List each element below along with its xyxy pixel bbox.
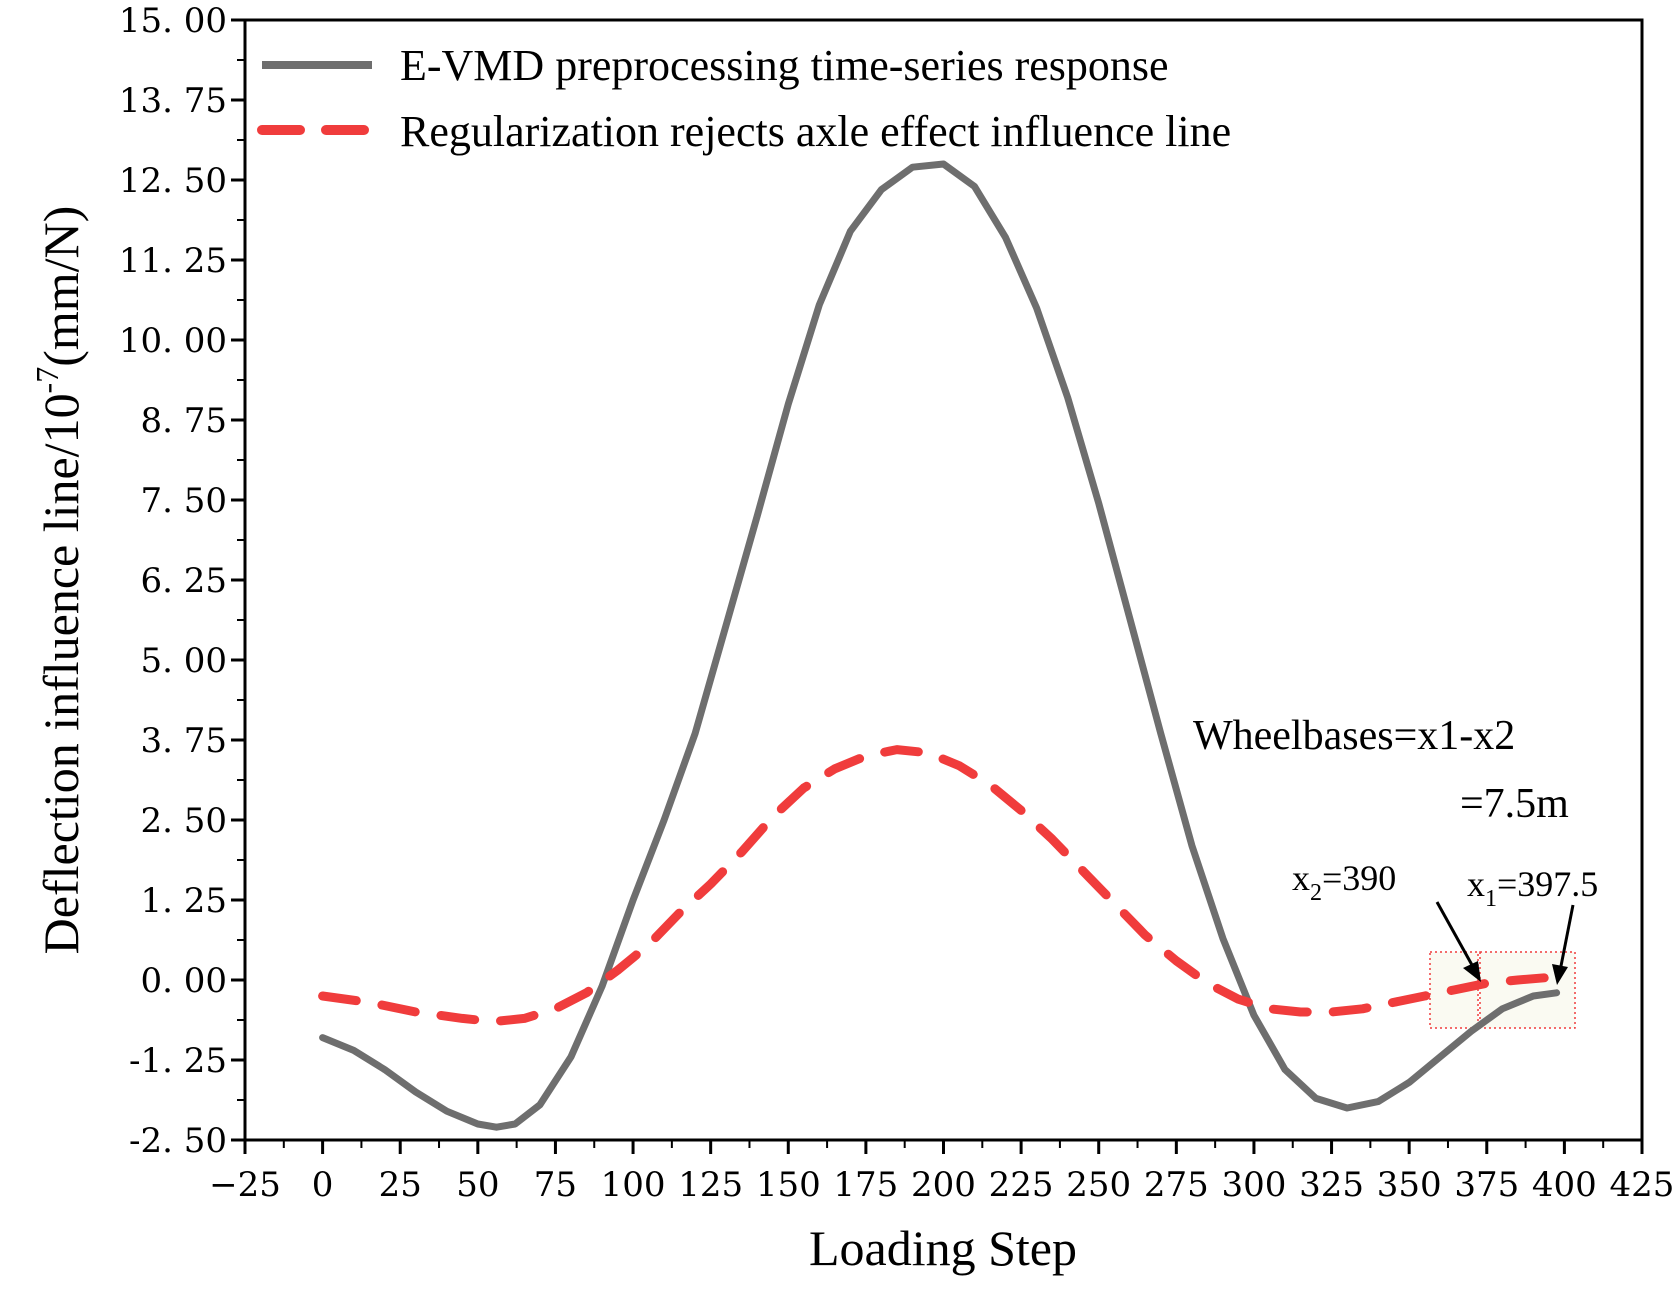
x-tick-label: −25	[209, 1165, 281, 1205]
x-tick-label: 250	[1066, 1165, 1131, 1205]
y-tick-label: 8. 75	[140, 401, 227, 441]
annotations: Wheelbases=x1-x2 =7.5m x2=390 x1=397.5	[1193, 713, 1598, 985]
y-axis-title-main: Deflection influence line/10	[33, 393, 89, 954]
wheelbase-line1: Wheelbases=x1-x2	[1193, 713, 1515, 759]
y-tick-label: 5. 00	[140, 641, 227, 681]
series-line-evmd	[319, 160, 1561, 1131]
y-tick-label: 12. 50	[119, 161, 227, 201]
x2-arrow-head	[1463, 961, 1481, 982]
x1-label: x1=397.5	[1467, 864, 1598, 912]
x-tick-label: 275	[1144, 1165, 1209, 1205]
x2-label-sub: 2	[1310, 880, 1322, 906]
y-tick-label: 0. 00	[140, 961, 227, 1001]
legend-label-evmd: E-VMD preprocessing time-series response	[400, 41, 1169, 90]
x-tick-label: 25	[379, 1165, 422, 1205]
wheelbase-line2: =7.5m	[1460, 781, 1569, 827]
y-tick-label: 13. 75	[119, 81, 227, 121]
x1-arrow-head	[1552, 964, 1568, 985]
legend-label-regularization: Regularization rejects axle effect influ…	[400, 107, 1231, 156]
y-axis-title: Deflection influence line/10-7(mm/N)	[29, 206, 89, 955]
y-axis-title-exponent: -7	[29, 367, 65, 394]
y-tick-label: -1. 25	[129, 1041, 227, 1081]
x1-arrow-line	[1559, 904, 1575, 967]
x2-arrow-line	[1435, 901, 1474, 966]
series-line-regularization	[318, 745, 1562, 1027]
x-tick-label: 400	[1532, 1165, 1597, 1205]
x-tick-label: 350	[1377, 1165, 1442, 1205]
x-tick-label: 125	[678, 1165, 743, 1205]
y-axis-title-unit: (mm/N)	[33, 206, 89, 367]
y-tick-label: 11. 25	[119, 241, 227, 281]
x1-label-sub: 1	[1485, 886, 1497, 912]
x2-label: x2=390	[1292, 858, 1396, 906]
legend: E-VMD preprocessing time-series response…	[257, 41, 1231, 156]
series-layer	[318, 160, 1562, 1131]
y-tick-label: 3. 75	[140, 721, 227, 761]
x1-label-base: x	[1467, 864, 1485, 904]
x-tick-label: 100	[601, 1165, 666, 1205]
x1-label-value: =397.5	[1497, 864, 1598, 904]
x-tick-label: 425	[1610, 1165, 1673, 1205]
plot-frame	[243, 18, 1644, 1142]
x-tick-label: 375	[1454, 1165, 1519, 1205]
x-tick-label: 225	[989, 1165, 1054, 1205]
x-tick-label: 325	[1299, 1165, 1364, 1205]
y-tick-label: 10. 00	[119, 321, 227, 361]
y-tick-label: 15. 00	[119, 1, 227, 41]
tick-labels-layer: −25 0 25 50 75 100 125 150 175 200 225 250 275 300 325…	[119, 1, 1673, 1205]
x-tick-label: 200	[911, 1165, 976, 1205]
y-tick-label: 1. 25	[140, 881, 227, 921]
x-tick-label: 50	[456, 1165, 499, 1205]
y-tick-label: 6. 25	[140, 561, 227, 601]
x-tick-label: 300	[1221, 1165, 1286, 1205]
x-tick-label: 75	[534, 1165, 577, 1205]
x-tick-label: 175	[833, 1165, 898, 1205]
x2-label-value: =390	[1322, 858, 1396, 898]
y-tick-label: -2. 50	[129, 1121, 227, 1161]
y-tick-label: 7. 50	[140, 481, 227, 521]
x2-label-base: x	[1292, 858, 1310, 898]
x-tick-label: 0	[312, 1165, 334, 1205]
y-tick-label: 2. 50	[140, 801, 227, 841]
x-tick-label: 150	[756, 1165, 821, 1205]
x-axis-title: Loading Step	[809, 1220, 1077, 1276]
